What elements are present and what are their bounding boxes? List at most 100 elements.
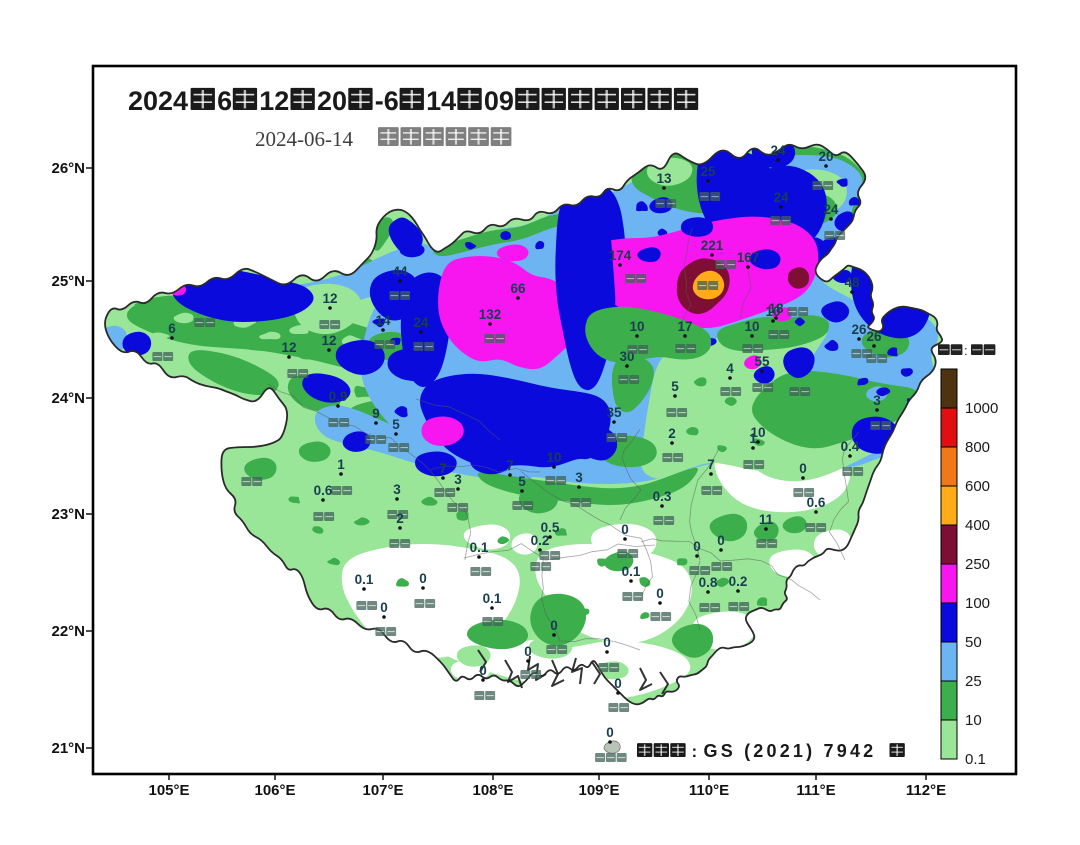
svg-text:0: 0 [717, 533, 725, 548]
svg-text:35: 35 [606, 405, 622, 420]
svg-text:09: 09 [484, 86, 514, 116]
svg-text:5: 5 [392, 417, 400, 432]
svg-text:0.4: 0.4 [841, 439, 860, 454]
svg-text:12: 12 [321, 333, 336, 348]
svg-text:0: 0 [419, 571, 427, 586]
svg-text:0.8: 0.8 [699, 575, 718, 590]
svg-text:0: 0 [693, 539, 701, 554]
svg-text:174: 174 [609, 248, 632, 263]
svg-text:600: 600 [965, 478, 990, 495]
svg-text:13: 13 [656, 171, 672, 186]
svg-text:50: 50 [965, 634, 982, 651]
svg-text:0: 0 [479, 663, 487, 678]
svg-text:24: 24 [413, 315, 429, 330]
svg-text:10: 10 [629, 319, 644, 334]
svg-text:0: 0 [614, 676, 622, 691]
svg-text::: : [692, 742, 698, 761]
svg-text:GS (2021) 7942: GS (2021) 7942 [704, 741, 877, 761]
svg-text:0: 0 [621, 522, 629, 537]
svg-text:12: 12 [322, 291, 337, 306]
svg-text:1: 1 [337, 457, 345, 472]
svg-text:3: 3 [393, 482, 401, 497]
svg-text::: : [964, 343, 968, 358]
svg-text:2: 2 [396, 511, 404, 526]
svg-text:14: 14 [375, 313, 391, 328]
svg-text:26: 26 [851, 322, 867, 337]
svg-text:109°E: 109°E [578, 782, 619, 799]
svg-text:0.5: 0.5 [541, 520, 560, 535]
svg-text:0: 0 [550, 618, 558, 633]
svg-text:0.6: 0.6 [807, 495, 826, 510]
svg-text:110°E: 110°E [689, 782, 729, 799]
svg-text:0: 0 [799, 461, 807, 476]
svg-text:2024-06-14: 2024-06-14 [255, 127, 353, 151]
svg-text:0.2: 0.2 [531, 533, 550, 548]
svg-text:0.1: 0.1 [622, 564, 641, 579]
svg-text:112°E: 112°E [906, 782, 946, 799]
svg-text:3: 3 [873, 393, 881, 408]
svg-text:25°N: 25°N [51, 273, 85, 290]
svg-text:24: 24 [773, 190, 789, 205]
svg-text:22°N: 22°N [51, 623, 85, 640]
svg-text:400: 400 [965, 517, 990, 534]
svg-text:55: 55 [754, 354, 770, 369]
svg-text:0.1: 0.1 [355, 572, 374, 587]
svg-text:44: 44 [392, 264, 408, 279]
svg-text:26°N: 26°N [51, 160, 85, 177]
svg-text:250: 250 [965, 556, 990, 573]
svg-text:3: 3 [575, 470, 583, 485]
svg-text:12: 12 [281, 340, 296, 355]
svg-text:0: 0 [606, 725, 614, 740]
svg-text:20: 20 [818, 149, 833, 164]
svg-text:2024: 2024 [128, 86, 188, 116]
svg-text:7: 7 [506, 458, 514, 473]
svg-text:6: 6 [217, 86, 232, 116]
svg-text:0.3: 0.3 [653, 489, 672, 504]
svg-text:20: 20 [317, 86, 347, 116]
svg-text:25: 25 [700, 164, 716, 179]
svg-text:6: 6 [168, 321, 176, 336]
svg-text:108°E: 108°E [472, 782, 513, 799]
svg-text:10: 10 [744, 319, 759, 334]
svg-text:0.1: 0.1 [470, 540, 489, 555]
svg-text:0.2: 0.2 [729, 574, 748, 589]
svg-text:100: 100 [965, 595, 990, 612]
svg-text:221: 221 [701, 238, 724, 253]
svg-text:-6: -6 [375, 86, 399, 116]
svg-text:800: 800 [965, 439, 990, 456]
svg-text:0: 0 [603, 635, 611, 650]
svg-text:11: 11 [759, 512, 774, 527]
svg-text:10: 10 [765, 304, 780, 319]
svg-text:12: 12 [259, 86, 289, 116]
svg-text:106°E: 106°E [254, 782, 295, 799]
svg-text:23°N: 23°N [51, 506, 85, 523]
svg-text:26: 26 [866, 329, 882, 344]
svg-text:105°E: 105°E [148, 782, 189, 799]
svg-text:5: 5 [671, 379, 679, 394]
svg-text:10: 10 [750, 425, 765, 440]
svg-text:24: 24 [770, 143, 786, 158]
svg-text:7: 7 [707, 457, 715, 472]
svg-text:7: 7 [439, 461, 447, 476]
svg-text:0: 0 [524, 644, 532, 659]
svg-text:10: 10 [965, 712, 982, 729]
svg-text:21°N: 21°N [51, 740, 85, 757]
svg-text:4: 4 [726, 361, 734, 376]
svg-text:0: 0 [656, 586, 664, 601]
svg-text:1000: 1000 [965, 400, 998, 417]
svg-text:0.1: 0.1 [483, 591, 502, 606]
svg-text:107°E: 107°E [362, 782, 403, 799]
svg-text:167: 167 [737, 250, 760, 265]
svg-text:10: 10 [546, 450, 561, 465]
svg-text:66: 66 [510, 281, 526, 296]
svg-text:1: 1 [749, 431, 757, 446]
svg-text:0.9: 0.9 [329, 389, 348, 404]
svg-text:25: 25 [965, 673, 982, 690]
svg-text:24°N: 24°N [51, 390, 85, 407]
svg-text:5: 5 [518, 474, 526, 489]
svg-text:14: 14 [426, 86, 456, 116]
svg-text:0.6: 0.6 [314, 483, 333, 498]
svg-text:9: 9 [372, 406, 380, 421]
svg-text:48: 48 [844, 275, 860, 290]
svg-text:0.1: 0.1 [965, 751, 986, 768]
